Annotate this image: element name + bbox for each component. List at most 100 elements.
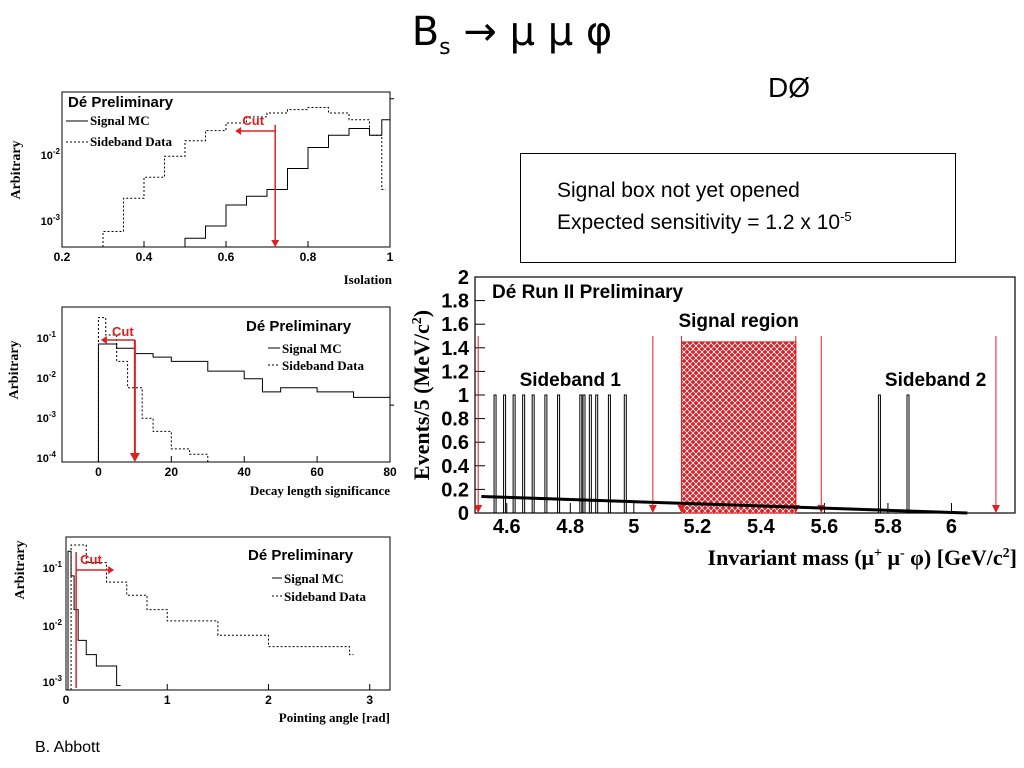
x-ticks: 0 20 40 60 80 (95, 456, 397, 479)
y-axis-label: Arbitrary (13, 540, 28, 599)
info-line-2: Expected sensitivity = 1.2 x 10-5 (557, 209, 852, 235)
x-tick-label: 0 (95, 465, 102, 479)
legend-sideband: Sideband Data (90, 134, 172, 149)
legend-sideband: Sideband Data (282, 358, 364, 373)
event-bar (877, 394, 881, 514)
event-bar (557, 394, 561, 514)
event-bar (607, 394, 611, 514)
y-tick-label: 10-2 (43, 618, 63, 633)
x-tick-label: 0.6 (218, 250, 235, 264)
y-tick-label: 10-2 (37, 370, 57, 385)
y-axis-label: Arbitrary (7, 340, 22, 399)
event-bar (579, 394, 583, 514)
y-tick-label: 10-3 (37, 410, 57, 425)
legend-signal: Signal MC (284, 571, 344, 586)
x-tick-label: 0.8 (300, 250, 317, 264)
isolation-plot: Arbitrary 10-2 10-3 0.2 0.4 0.6 0.8 1 Isolat… (9, 91, 394, 287)
plot-frame (61, 306, 391, 463)
y-tick-label: 1.6 (441, 314, 469, 336)
cut-label: Cut (80, 552, 102, 567)
x-tick-label: 0.4 (136, 250, 153, 264)
sideband-histogram (97, 317, 212, 463)
signal-histogram (67, 550, 121, 690)
x-axis-label: Invariant mass (μ+ μ- φ) [GeV/c2] (708, 545, 1017, 570)
y-tick-label: 2 (458, 267, 469, 289)
sideband-2-label: Sideband 2 (885, 370, 986, 391)
x-ticks: 4.6 4.8 5 5.2 5.4 5.6 5.8 6 (493, 503, 957, 538)
event-bar (906, 394, 910, 514)
y-tick-label: 1.4 (441, 338, 470, 360)
y-tick-label: 0 (458, 503, 469, 525)
cut-marker: Cut (100, 324, 140, 462)
y-tick-label: 10-3 (41, 213, 61, 228)
y-tick-label: 10-1 (43, 560, 63, 575)
signal-histogram (184, 98, 394, 247)
event-bar (588, 394, 592, 514)
y-tick-label: 0.4 (441, 456, 470, 478)
x-tick-label: 4.8 (556, 516, 584, 538)
plot-title: Dé Preliminary (246, 318, 352, 335)
x-axis-label: Isolation (344, 272, 393, 287)
cut-marker: Cut (235, 113, 280, 247)
event-bar (503, 394, 507, 514)
sideband-histogram (70, 544, 354, 690)
x-tick-label: 60 (310, 465, 324, 479)
y-tick-label: 10-1 (37, 330, 57, 345)
plot-title: Dé Preliminary (68, 94, 174, 111)
x-axis-label: Decay length significance (250, 483, 390, 498)
y-axis-label: Arbitrary (9, 140, 24, 199)
signal-region-box (680, 341, 797, 514)
y-axis-label: Events/5 (MeV/c2) (409, 310, 434, 480)
y-tick-label: 0.6 (441, 432, 469, 454)
x-tick-label: 5 (628, 516, 639, 538)
event-bar (493, 394, 497, 514)
pointing-angle-plot: Arbitrary 10-1 10-2 10-3 0 1 2 3 Pointing a… (13, 536, 391, 725)
x-tick-label: 5.8 (874, 516, 902, 538)
x-tick-label: 5.4 (747, 516, 776, 538)
x-tick-label: 3 (366, 693, 373, 707)
cut-arrowhead (677, 505, 686, 513)
sideband-cut-lines (474, 336, 1000, 513)
x-tick-label: 0 (63, 693, 70, 707)
title-sub: s (439, 35, 451, 60)
cut-arrowhead (235, 127, 242, 135)
x-tick-label: 80 (383, 465, 397, 479)
info-line-2-text: Expected sensitivity = 1.2 x 10 (557, 211, 841, 234)
event-bar (595, 394, 599, 514)
x-tick-label: 4.6 (493, 516, 521, 538)
signal-region-label: Signal region (678, 311, 798, 332)
cut-marker: Cut (75, 552, 115, 688)
cut-arrowhead (271, 240, 280, 247)
y-tick-label: 1.2 (441, 361, 469, 383)
cut-arrowhead (648, 505, 657, 513)
decay-length-plot: Arbitrary 10-1 10-2 10-3 10-4 0 20 40 60 80 … (7, 306, 397, 498)
cut-label: Cut (242, 113, 264, 128)
event-bar (544, 394, 548, 514)
y-ticks: 00.20.40.60.811.21.41.61.82 (441, 267, 485, 525)
y-tick-label: 0.2 (441, 479, 469, 501)
plot-title: Dé Run II Preliminary (492, 282, 684, 303)
event-bar (582, 394, 586, 514)
event-bar (531, 394, 535, 514)
x-axis-label: Pointing angle [rad] (279, 710, 390, 725)
x-tick-label: 1 (164, 693, 171, 707)
legend-signal: Signal MC (282, 341, 342, 356)
x-tick-label: 5.6 (811, 516, 839, 538)
cut-arrowhead (108, 566, 115, 574)
x-tick-label: 1 (387, 250, 394, 264)
x-tick-label: 40 (238, 465, 252, 479)
x-tick-label: 20 (165, 465, 179, 479)
event-bar (512, 394, 516, 514)
event-bar (623, 394, 627, 514)
x-ticks: 0 1 2 3 (63, 684, 373, 707)
fit-line (481, 494, 968, 515)
cut-arrowhead (129, 453, 140, 462)
slide-title: Bs → μ μ φ (0, 8, 1024, 72)
info-box: Signal box not yet opened Expected sensi… (520, 153, 956, 263)
experiment-logo: DØ (768, 72, 810, 103)
x-ticks: 0.2 0.4 0.6 0.8 1 (54, 241, 394, 264)
y-tick-label: 10-2 (41, 147, 61, 162)
x-tick-label: 0.2 (54, 250, 71, 264)
legend-sideband: Sideband Data (284, 589, 366, 604)
plot-title: Dé Preliminary (248, 547, 354, 564)
